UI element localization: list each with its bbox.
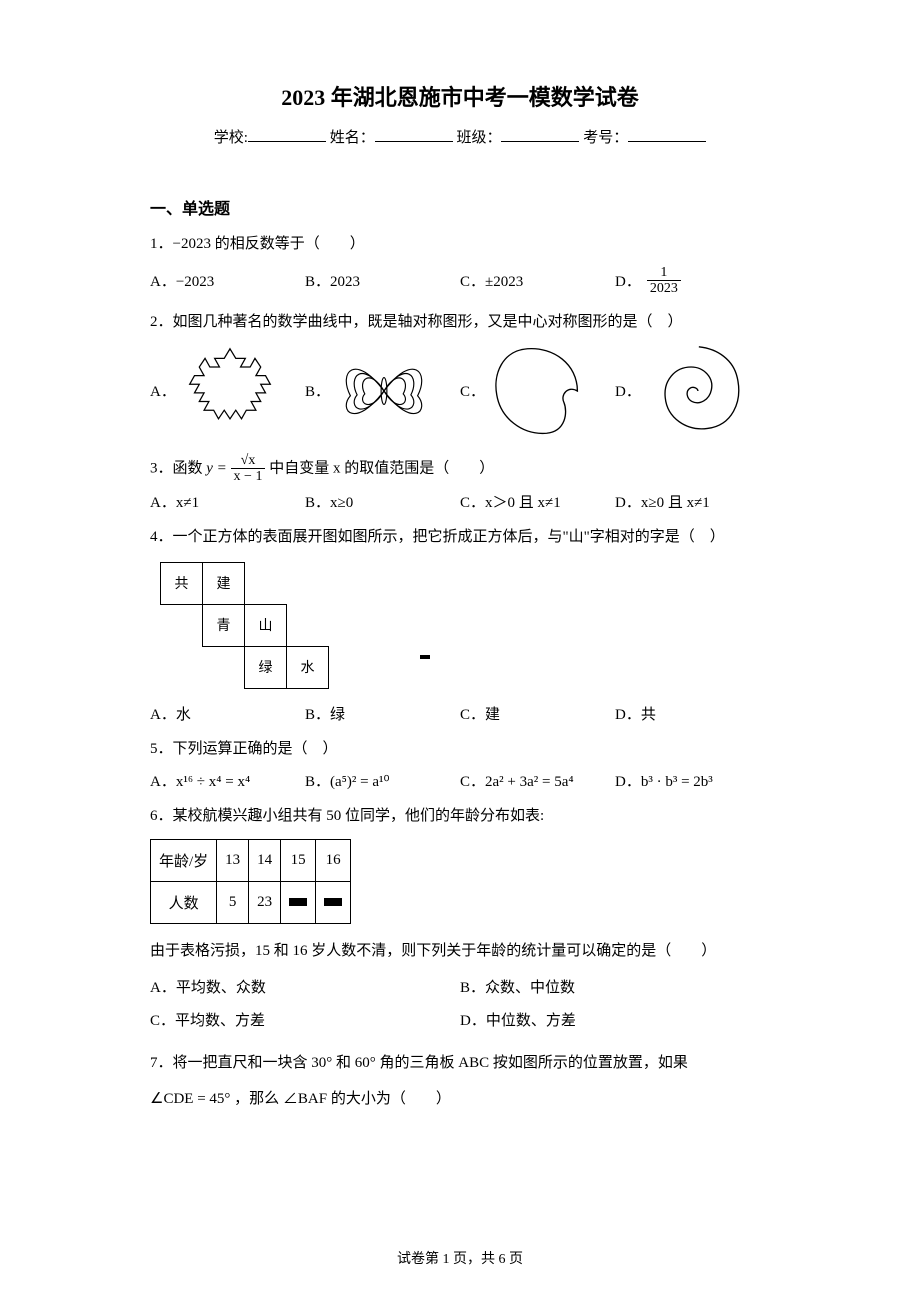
question-4-options: A．水 B．绿 C．建 D．共	[150, 703, 770, 724]
q4-opt-d[interactable]: D．共	[615, 703, 770, 724]
q5-opt-c[interactable]: C．2a² + 3a² = 5a⁴	[460, 770, 615, 791]
question-6-options: A．平均数、众数 B．众数、中位数 C．平均数、方差 D．中位数、方差	[150, 972, 770, 1038]
page-marker-icon	[420, 655, 430, 659]
q1-d-prefix: D．	[615, 270, 641, 291]
net-cell: 青	[203, 604, 245, 646]
net-cell: 共	[161, 562, 203, 604]
q6-opt-a[interactable]: A．平均数、众数	[150, 972, 460, 1005]
question-2-options: A． B． C． D．	[150, 343, 770, 439]
q2-b-label: B．	[305, 380, 330, 401]
table-cell: 13	[217, 839, 249, 881]
label-school: 学校:	[214, 130, 248, 146]
net-cell: 绿	[245, 646, 287, 688]
table-header: 人数	[151, 881, 217, 923]
q6-opt-b[interactable]: B．众数、中位数	[460, 972, 770, 1005]
butterfly-curve-icon	[336, 343, 432, 439]
question-7-line2: ∠CDE = 45° ，那么 ∠BAF 的大小为（ ）	[150, 1084, 770, 1114]
page-footer: 试卷第 1 页，共 6 页	[0, 1248, 920, 1268]
q3-pre: 3．函数	[150, 460, 206, 476]
q3-fraction: √x x − 1	[231, 453, 266, 485]
exam-title: 2023 年湖北恩施市中考一模数学试卷	[150, 80, 770, 112]
q1-d-fraction: 1 2023	[647, 265, 681, 297]
q1-opt-d[interactable]: D． 1 2023	[615, 265, 770, 297]
table-cell-damaged	[281, 881, 316, 923]
question-1-options: A．−2023 B．2023 C．±2023 D． 1 2023	[150, 265, 770, 297]
blank-id[interactable]	[628, 128, 706, 142]
smudge-icon	[289, 898, 307, 906]
q2-d-label: D．	[615, 380, 641, 401]
cube-net-diagram: 共 建 青 山 绿 水	[160, 562, 329, 689]
question-3-stem: 3．函数 y = √x x − 1 中自变量 x 的取值范围是（ ）	[150, 453, 770, 485]
question-5-stem: 5．下列运算正确的是（ ）	[150, 734, 770, 764]
q1-opt-c[interactable]: C．±2023	[460, 270, 615, 291]
q4-opt-b[interactable]: B．绿	[305, 703, 460, 724]
q2-opt-a[interactable]: A．	[150, 343, 305, 439]
question-6-note: 由于表格污损，15 和 16 岁人数不清，则下列关于年龄的统计量可以确定的是（ …	[150, 936, 770, 966]
q2-a-label: A．	[150, 380, 176, 401]
q6-opt-d[interactable]: D．中位数、方差	[460, 1005, 770, 1038]
q3-num: √x	[231, 453, 266, 469]
question-3-options: A．x≠1 B．x≥0 C．x＞0 且 x≠1 D．x≥0 且 x≠1	[150, 491, 770, 512]
q2-c-label: C．	[460, 380, 485, 401]
q4-opt-a[interactable]: A．水	[150, 703, 305, 724]
blank-school[interactable]	[248, 128, 326, 142]
q1-d-den: 2023	[647, 281, 681, 296]
q3-opt-c[interactable]: C．x＞0 且 x≠1	[460, 491, 615, 512]
student-info-line: 学校: 姓名： 班级： 考号：	[150, 126, 770, 147]
q2-opt-c[interactable]: C．	[460, 343, 615, 439]
q3-opt-b[interactable]: B．x≥0	[305, 491, 460, 512]
question-5-options: A．x¹⁶ ÷ x⁴ = x⁴ B．(a⁵)² = a¹⁰ C．2a² + 3a…	[150, 770, 770, 791]
smudge-icon	[324, 898, 342, 906]
age-distribution-table: 年龄/岁 13 14 15 16 人数 5 23	[150, 839, 351, 924]
q3-yeq: y =	[206, 460, 227, 476]
table-cell-damaged	[316, 881, 351, 923]
blank-name[interactable]	[375, 128, 453, 142]
q3-post: 中自变量 x 的取值范围是（ ）	[269, 460, 494, 476]
q5-opt-d[interactable]: D．b³ · b³ = 2b³	[615, 770, 770, 791]
q3-opt-d[interactable]: D．x≥0 且 x≠1	[615, 491, 770, 512]
question-2-stem: 2．如图几种著名的数学曲线中，既是轴对称图形，又是中心对称图形的是（ ）	[150, 307, 770, 337]
q5-opt-a[interactable]: A．x¹⁶ ÷ x⁴ = x⁴	[150, 770, 305, 791]
q2-opt-b[interactable]: B．	[305, 343, 460, 439]
q3-den: x − 1	[231, 469, 266, 484]
table-cell: 16	[316, 839, 351, 881]
q4-opt-c[interactable]: C．建	[460, 703, 615, 724]
question-7-line1: 7．将一把直尺和一块含 30° 和 60° 角的三角板 ABC 按如图所示的位置…	[150, 1048, 770, 1078]
q6-opt-c[interactable]: C．平均数、方差	[150, 1005, 460, 1038]
question-4-stem: 4．一个正方体的表面展开图如图所示，把它折成正方体后，与"山"字相对的字是（ ）	[150, 522, 770, 552]
q2-opt-d[interactable]: D．	[615, 343, 770, 439]
spiral-curve-icon	[647, 343, 743, 439]
section-heading: 一、单选题	[150, 195, 770, 219]
q5-opt-b[interactable]: B．(a⁵)² = a¹⁰	[305, 770, 460, 791]
table-cell: 23	[249, 881, 281, 923]
cardioid-curve-icon	[491, 343, 587, 439]
table-cell: 5	[217, 881, 249, 923]
label-name: 姓名：	[330, 130, 375, 146]
net-cell: 水	[287, 646, 329, 688]
q1-d-num: 1	[647, 265, 681, 281]
net-cell: 建	[203, 562, 245, 604]
label-class: 班级：	[456, 130, 501, 146]
table-cell: 14	[249, 839, 281, 881]
koch-snowflake-icon	[182, 343, 278, 439]
net-cell: 山	[245, 604, 287, 646]
question-1-stem: 1．−2023 的相反数等于（ ）	[150, 229, 770, 259]
question-6-stem: 6．某校航模兴趣小组共有 50 位同学，他们的年龄分布如表:	[150, 801, 770, 831]
table-cell: 15	[281, 839, 316, 881]
q3-opt-a[interactable]: A．x≠1	[150, 491, 305, 512]
q1-opt-b[interactable]: B．2023	[305, 270, 460, 291]
q1-opt-a[interactable]: A．−2023	[150, 270, 305, 291]
label-id: 考号：	[583, 130, 628, 146]
blank-class[interactable]	[501, 128, 579, 142]
table-header: 年龄/岁	[151, 839, 217, 881]
